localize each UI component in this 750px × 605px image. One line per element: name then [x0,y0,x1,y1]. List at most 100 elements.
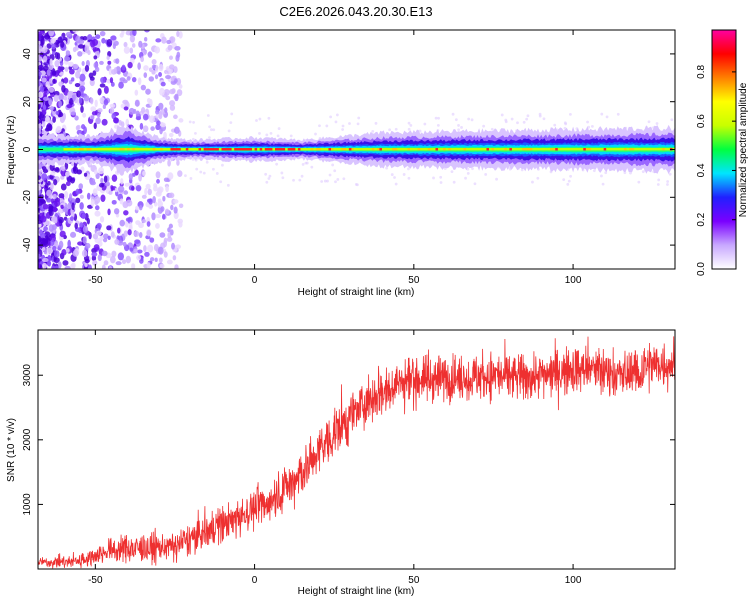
spectrogram-speckle [144,36,148,42]
spectrogram-speckle [121,30,125,36]
spectrogram-speckle [101,264,106,269]
spectrogram-peak [160,148,164,151]
spectrogram-peak [78,148,82,151]
spectrogram-speckle [168,223,173,229]
spectrogram-speckle [208,136,211,140]
spectrogram-speckle [153,243,159,252]
spectrogram-peak [588,148,592,151]
spectrogram-speckle [310,165,314,169]
spectrogram-peak [356,148,360,151]
spectrogram-speckle [504,118,508,122]
spectrogram-speckle [457,128,460,132]
x-tick-label: 100 [565,575,582,586]
spectrogram-speckle [563,121,567,125]
spectrogram-peak [211,148,215,151]
spectrogram-speckle [111,250,117,258]
spectrogram-speckle [146,229,152,237]
spectrogram-speckle [94,66,100,73]
snr-y-ticks: 1000 2000 3000 [22,364,675,516]
spectrogram-speckle [51,224,57,231]
spectrogram-speckle [326,179,329,183]
y-tick-label: 1000 [22,493,33,516]
spectrogram-speckle [92,260,98,266]
spectrogram-speckle [151,64,156,70]
spectrogram-speckle [334,180,337,184]
spectrogram-speckle [123,230,128,237]
spectrogram-speckle [52,245,57,251]
spectrogram-speckle [38,97,41,105]
spectrogram-peak [384,148,388,151]
spectrogram-speckle [91,251,98,257]
spectrogram-speckle [258,117,262,121]
spectrogram-speckle [52,206,58,213]
spectrogram-peak [427,148,431,151]
spectrogram-speckle [98,182,105,188]
spectrogram-peak [657,148,660,151]
spectrogram-speckle [50,198,55,204]
spectrogram-speckle [102,237,108,243]
spectrogram-speckle [84,258,90,264]
spectrogram-speckle [656,183,660,186]
spectrogram-peak [542,148,546,151]
spectrogram-speckle [169,100,176,107]
spectrogram-speckle [128,107,135,115]
spectrogram-speckle [230,112,234,116]
spectrogram-peak [573,148,576,151]
spectrogram-speckle [388,128,392,132]
spectrogram-speckle [135,110,140,118]
spectrogram-speckle [133,108,137,115]
spectrogram-speckle [146,262,151,269]
spectrogram-speckle [156,120,161,126]
spectrogram-speckle [38,34,41,42]
spectrogram-speckle [432,176,435,180]
spectrogram-peak [504,148,508,151]
spectrogram-peak [86,148,90,151]
spectrogram-speckle [144,30,150,33]
spectrogram-peak [453,148,457,151]
spectrogram-peak [534,148,538,151]
spectrogram-speckle [55,110,60,115]
spectrogram-speckle [191,157,195,161]
spectrogram-speckle [102,104,106,109]
spectrogram-speckle [194,131,197,135]
spectrogram-peak [644,148,648,151]
spectrogram-speckle [173,206,178,214]
spectrogram-peak [71,148,74,151]
spectrogram-speckle [68,61,74,67]
spectrogram-peak [134,148,138,151]
spectrogram-speckle [169,88,176,95]
spectrogram-peak [325,148,329,151]
spectrogram-speckle [604,171,608,175]
spectrogram-speckle [93,244,100,251]
spectrogram-speckle [60,204,64,210]
spectrogram-speckle [121,259,127,265]
spectrogram-speckle [227,129,231,133]
spectrogram-speckle [334,120,338,124]
spectrogram-peak [476,148,480,151]
spectrogram-speckle [562,178,566,181]
spectrogram-peak [410,148,413,151]
spectrogram-speckle [108,190,113,195]
spectrogram-speckle [108,266,113,269]
spectrogram-speckle [176,89,183,97]
spectrogram-speckle [106,38,113,47]
spectrogram-speckle [165,185,169,193]
spectrogram-speckle [48,78,54,84]
spectrogram-speckle [38,79,41,87]
spectrogram-speckle [111,199,117,205]
spectrogram-peak [127,148,130,151]
colorbar-bar [711,29,737,270]
spectrogram-speckle [167,172,174,180]
spectrogram-peak [639,148,643,151]
spectrogram-peak [244,148,248,151]
spectrogram-speckle [103,233,109,239]
y-tick-label: 3000 [22,364,33,387]
spectrogram-speckle [50,239,55,247]
spectrogram-speckle [169,55,173,60]
spectrogram-speckle [48,209,54,217]
spectrogram-speckle [42,257,49,263]
spectrogram-peak [150,148,153,151]
spectrogram-peak [565,148,569,151]
spectrogram-speckle [95,34,101,40]
spectrogram-speckle [119,198,124,205]
